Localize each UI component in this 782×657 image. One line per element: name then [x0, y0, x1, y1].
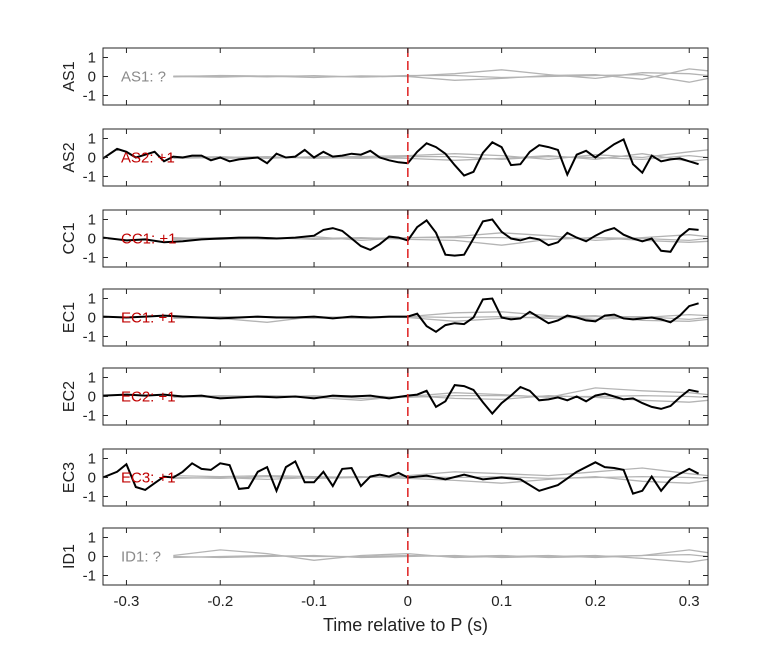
active-trace	[103, 218, 699, 257]
panel-annotation: EC3: +1	[121, 470, 176, 487]
y-axis-label: ID1	[61, 544, 78, 569]
panel-annotation: ID1: ?	[121, 549, 161, 566]
background-trace	[173, 467, 708, 479]
panel-annotation: AS1: ?	[121, 69, 166, 86]
y-tick-label: 0	[88, 69, 96, 86]
y-tick-label: -1	[83, 329, 96, 346]
y-tick-label: -1	[83, 88, 96, 105]
y-tick-label: -1	[83, 169, 96, 186]
y-axis-label: AS2	[61, 142, 78, 172]
panel-as1: AS1: ? -1 0 1 AS1	[61, 47, 709, 106]
y-tick-label: 0	[88, 389, 96, 406]
background-trace	[173, 149, 708, 161]
x-tick-label: -0.3	[114, 593, 140, 610]
active-trace	[103, 138, 699, 178]
y-tick-label: -1	[83, 489, 96, 506]
x-tick-label: 0.1	[491, 593, 512, 610]
y-axis-label: EC2	[61, 381, 78, 412]
y-tick-label: 0	[88, 549, 96, 566]
y-tick-label: -1	[83, 568, 96, 585]
panel-id1: ID1: ? -1 0 1 ID1	[61, 527, 709, 586]
y-axis-label: EC1	[61, 302, 78, 333]
panel-annotation: EC2: +1	[121, 389, 176, 406]
active-trace	[103, 384, 699, 416]
panel-annotation: CC1: +1	[121, 231, 176, 248]
background-trace	[173, 73, 708, 83]
y-tick-label: 1	[88, 291, 96, 308]
y-tick-label: 0	[88, 470, 96, 487]
panel-annotation: EC1: +1	[121, 310, 176, 327]
panel-ec2: EC2: +1 -1 0 1 EC2	[61, 367, 709, 426]
panel-ec1: EC1: +1 -1 0 1 EC1	[61, 288, 709, 347]
y-tick-label: -1	[83, 408, 96, 425]
x-tick-label: -0.2	[207, 593, 233, 610]
y-tick-label: 1	[88, 530, 96, 547]
y-axis-label: CC1	[61, 222, 78, 254]
panel-annotation: AS2: +1	[121, 150, 175, 167]
y-tick-label: 1	[88, 212, 96, 229]
y-axis-label: EC3	[61, 462, 78, 493]
y-tick-label: 0	[88, 150, 96, 167]
background-trace	[173, 554, 708, 563]
background-trace	[173, 69, 708, 80]
background-trace	[173, 553, 708, 559]
background-trace	[173, 153, 708, 162]
panel-ec3: EC3: +1 -1 0 1 EC3	[61, 448, 709, 507]
background-trace	[173, 394, 708, 399]
y-tick-label: 1	[88, 370, 96, 387]
x-tick-label: 0.3	[679, 593, 700, 610]
y-tick-label: 0	[88, 231, 96, 248]
x-tick-label: 0.2	[585, 593, 606, 610]
background-trace	[173, 475, 708, 484]
panel-cc1: CC1: +1 -1 0 1 CC1	[61, 209, 709, 268]
x-tick-label: 0	[404, 593, 412, 610]
x-axis-label: Time relative to P (s)	[323, 615, 488, 635]
y-tick-label: 1	[88, 131, 96, 148]
y-axis-label: AS1	[61, 61, 78, 91]
panel-as2: AS2: +1 -1 0 1 AS2	[61, 128, 709, 187]
background-trace	[173, 232, 708, 242]
y-tick-label: 0	[88, 310, 96, 327]
background-trace	[173, 154, 708, 161]
x-tick-label: -0.1	[301, 593, 327, 610]
y-tick-label: -1	[83, 250, 96, 267]
x-axis: -0.3 -0.2 -0.1 0 0.1 0.2 0.3	[114, 593, 700, 610]
active-trace	[103, 297, 699, 333]
y-tick-label: 1	[88, 451, 96, 468]
y-tick-label: 1	[88, 50, 96, 67]
active-trace	[103, 459, 700, 495]
